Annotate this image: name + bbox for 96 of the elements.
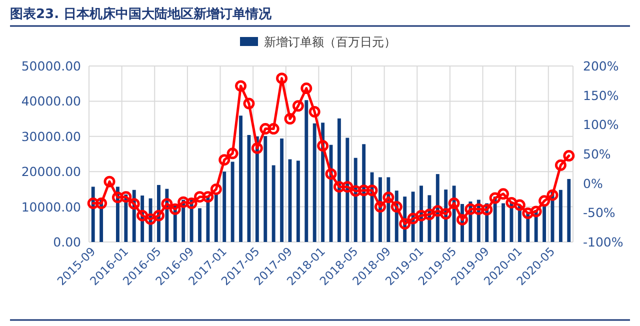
bar xyxy=(239,116,242,242)
y-tick-label: 10000.00 xyxy=(21,199,82,214)
point xyxy=(218,154,230,166)
point xyxy=(506,196,518,208)
point xyxy=(472,203,484,215)
point xyxy=(251,142,263,154)
point xyxy=(514,199,526,211)
bar xyxy=(354,158,358,242)
point xyxy=(169,203,181,215)
y2-tick-label: 50% xyxy=(583,146,611,162)
point xyxy=(554,159,566,171)
point xyxy=(358,184,370,196)
y2-tick-label: 200% xyxy=(583,58,619,74)
y-tick-label: 30000.00 xyxy=(21,128,82,144)
point xyxy=(390,201,402,213)
bar xyxy=(502,203,505,242)
point xyxy=(456,214,468,226)
point xyxy=(152,210,164,222)
bar xyxy=(346,138,350,242)
bar xyxy=(304,100,308,242)
y2-tick-label: -50% xyxy=(583,205,616,220)
point xyxy=(128,198,140,210)
point xyxy=(186,198,198,210)
point xyxy=(235,80,247,92)
bar xyxy=(247,134,251,242)
point xyxy=(96,198,108,210)
point xyxy=(120,191,132,203)
point xyxy=(210,183,222,195)
bar xyxy=(337,118,341,242)
bar xyxy=(214,193,218,242)
point xyxy=(325,168,337,180)
point xyxy=(399,218,411,230)
point xyxy=(194,191,206,203)
point xyxy=(87,198,99,210)
y-tick-label: 40000.00 xyxy=(21,94,82,109)
bar xyxy=(312,123,316,242)
point xyxy=(432,205,444,217)
point xyxy=(292,100,304,112)
point xyxy=(136,210,148,222)
point xyxy=(243,98,255,110)
point xyxy=(284,113,296,125)
legend: 新增订单额（百万日元） xyxy=(240,35,396,49)
legend-label: 新增订单额（百万日元） xyxy=(264,35,396,49)
point xyxy=(202,191,214,203)
point xyxy=(300,82,312,94)
y2-tick-label: 0% xyxy=(583,176,603,191)
point xyxy=(226,148,238,160)
bar xyxy=(198,208,202,242)
point xyxy=(333,181,345,193)
y2-tick-label: -100% xyxy=(583,234,624,250)
point xyxy=(424,208,436,220)
bar xyxy=(542,206,546,242)
y2-tick-label: 100% xyxy=(583,117,619,132)
point xyxy=(178,196,190,208)
bar xyxy=(362,144,366,242)
point xyxy=(464,203,476,215)
point xyxy=(317,140,329,152)
point xyxy=(538,195,550,207)
bar xyxy=(280,138,284,242)
point xyxy=(276,72,288,84)
bar xyxy=(222,172,226,242)
point xyxy=(342,181,354,193)
point xyxy=(546,189,558,201)
point xyxy=(112,192,124,204)
point xyxy=(144,213,156,225)
point xyxy=(104,176,116,188)
point xyxy=(374,201,386,213)
point xyxy=(350,185,362,197)
point xyxy=(308,106,320,118)
point xyxy=(415,210,427,222)
point xyxy=(161,198,173,210)
bar xyxy=(264,136,268,242)
point xyxy=(489,192,501,204)
bar xyxy=(558,190,562,242)
point xyxy=(481,204,493,216)
bar xyxy=(567,178,571,242)
chart-title: 图表23. 日本机床中国大陆地区新增订单情况 xyxy=(10,6,273,22)
y-tick-label: 0.00 xyxy=(53,234,82,250)
point xyxy=(522,208,534,220)
y2-tick-label: 150% xyxy=(583,88,619,103)
bar xyxy=(206,196,210,242)
point xyxy=(530,206,542,218)
point xyxy=(498,188,510,200)
point xyxy=(407,212,419,224)
point xyxy=(448,198,460,210)
point xyxy=(382,192,394,204)
bar xyxy=(296,160,300,242)
point xyxy=(440,208,452,220)
point xyxy=(366,184,378,196)
y-tick-label: 50000.00 xyxy=(21,58,82,74)
y-tick-label: 20000.00 xyxy=(21,164,82,180)
point xyxy=(268,123,280,135)
point xyxy=(260,123,272,135)
point xyxy=(563,150,575,162)
bar xyxy=(272,165,276,242)
bar xyxy=(230,162,234,242)
